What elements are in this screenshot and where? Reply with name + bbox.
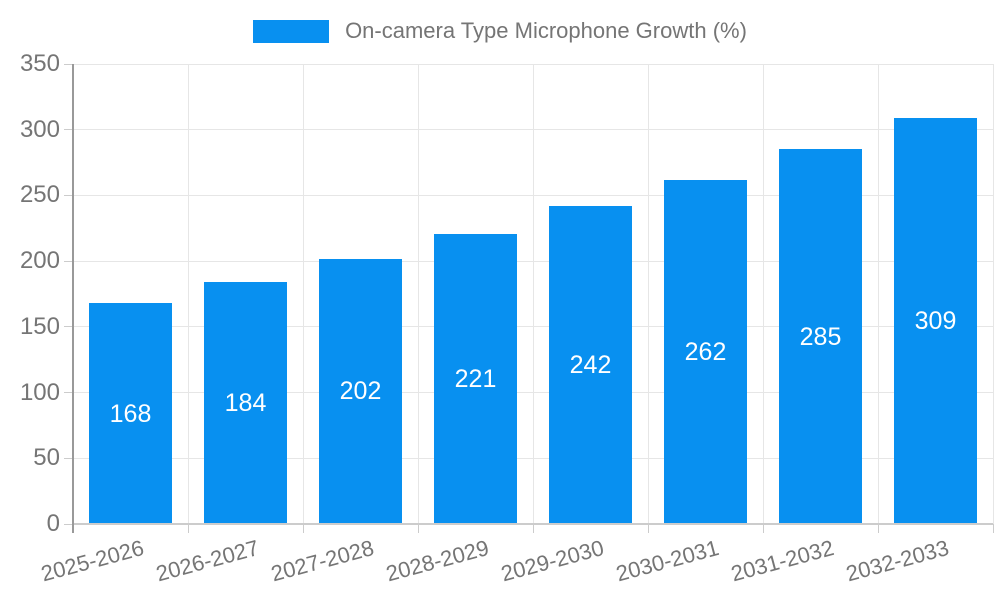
x-axis-tick-label: 2029-2030 xyxy=(497,535,606,587)
bar[interactable] xyxy=(204,282,287,524)
x-axis-tick-label: 2028-2029 xyxy=(382,535,491,587)
bar[interactable] xyxy=(894,117,977,524)
x-axis-tick-label: 2025-2026 xyxy=(37,535,146,587)
bar[interactable] xyxy=(89,303,172,524)
legend-swatch xyxy=(253,19,330,43)
bar[interactable] xyxy=(779,149,862,524)
x-axis-line xyxy=(73,523,993,525)
bar-value-label: 202 xyxy=(339,377,382,406)
y-axis-tick xyxy=(64,392,73,394)
gridline-vertical xyxy=(187,64,189,524)
x-axis-tick xyxy=(302,524,304,533)
y-axis-tick-label: 300 xyxy=(19,115,60,143)
x-axis-tick-label: 2032-2033 xyxy=(842,535,951,587)
bar[interactable] xyxy=(664,179,747,524)
x-axis-tick xyxy=(647,524,649,533)
gridline-vertical xyxy=(302,64,304,524)
y-axis-tick-label: 350 xyxy=(19,50,60,77)
bar-value-label: 309 xyxy=(914,306,957,335)
x-axis-tick-label: 2026-2027 xyxy=(152,535,261,587)
x-axis-tick xyxy=(187,524,189,533)
bar-value-label: 168 xyxy=(109,399,152,428)
gridline-vertical xyxy=(532,64,534,524)
y-axis-tick-label: 250 xyxy=(19,181,60,209)
y-axis-tick xyxy=(64,129,73,131)
bar-value-label: 242 xyxy=(569,350,612,379)
gridline-vertical xyxy=(417,64,419,524)
x-axis-tick-label: 2031-2032 xyxy=(727,535,836,587)
x-axis-tick-label: 2030-2031 xyxy=(612,535,721,587)
y-axis-tick-label: 150 xyxy=(19,312,60,340)
y-axis-tick xyxy=(64,523,73,525)
bar[interactable] xyxy=(319,258,402,524)
bar-value-label: 184 xyxy=(224,389,267,418)
gridline-vertical xyxy=(877,64,879,524)
gridline-vertical xyxy=(762,64,764,524)
y-axis-tick xyxy=(64,63,73,65)
y-axis-tick-label: 200 xyxy=(19,247,60,275)
bar-value-label: 221 xyxy=(454,364,497,393)
bar[interactable] xyxy=(549,205,632,524)
x-axis-tick xyxy=(417,524,419,533)
y-axis-tick xyxy=(64,326,73,328)
x-axis-tick xyxy=(992,524,994,533)
y-axis-tick xyxy=(64,260,73,262)
y-axis-tick xyxy=(64,457,73,459)
y-axis-tick-label: 0 xyxy=(46,510,60,537)
bar-value-label: 262 xyxy=(684,337,727,366)
x-axis-tick xyxy=(532,524,534,533)
y-axis-tick-label: 100 xyxy=(19,378,60,406)
x-axis-tick xyxy=(762,524,764,533)
x-axis-tick-label: 2027-2028 xyxy=(267,535,376,587)
x-axis-tick xyxy=(877,524,879,533)
bar[interactable] xyxy=(434,233,517,524)
gridline-vertical xyxy=(647,64,649,524)
bar-value-label: 285 xyxy=(799,322,842,351)
y-axis-tick-label: 50 xyxy=(33,444,60,472)
gridline-vertical xyxy=(992,64,994,524)
legend-label: On-camera Type Microphone Growth (%) xyxy=(345,18,747,43)
y-axis-tick xyxy=(64,194,73,196)
y-axis-line xyxy=(72,64,74,533)
legend[interactable]: On-camera Type Microphone Growth (%) xyxy=(0,18,1000,44)
